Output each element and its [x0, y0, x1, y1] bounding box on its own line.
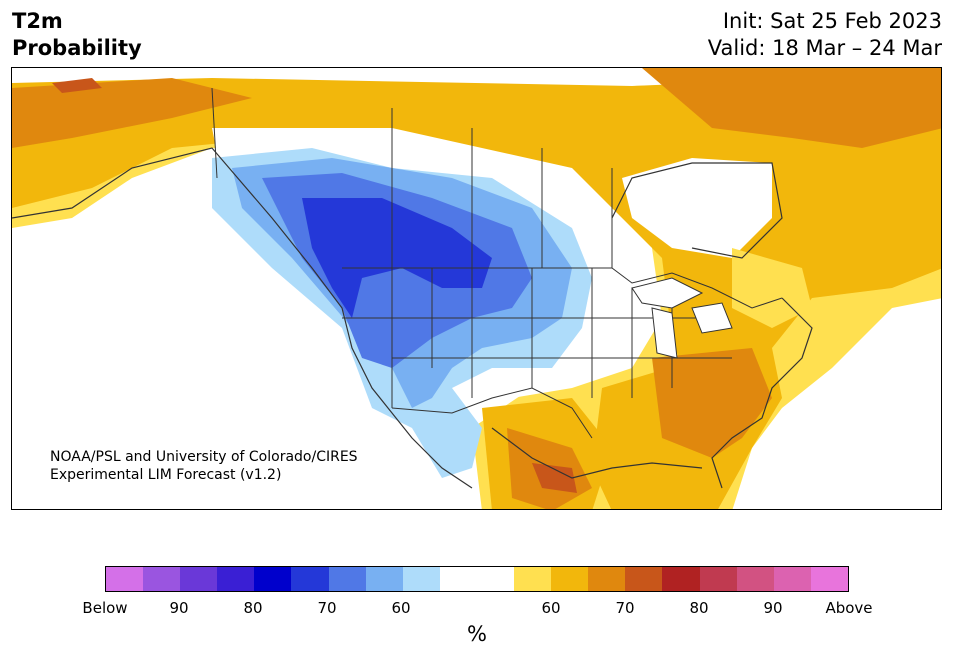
title-probability: Probability — [12, 36, 142, 60]
colorbar-segment — [365, 567, 403, 591]
colorbar-segment — [106, 567, 144, 591]
lake-superior — [631, 277, 704, 309]
colorbar-tick-label: 80 — [689, 599, 709, 617]
colorbar-segment — [773, 567, 811, 591]
warm-zone-orange-southeast — [652, 348, 772, 458]
boundaries — [211, 87, 783, 439]
colorbar-tick-label: Below — [82, 599, 128, 617]
colorbar-segment — [588, 567, 626, 591]
colorbar-segment — [662, 567, 700, 591]
colorbar-segment — [625, 567, 663, 591]
valid-range: Valid: 18 Mar – 24 Mar — [707, 36, 942, 60]
colorbar-segment — [402, 567, 440, 591]
colorbar-tick-label: 90 — [763, 599, 783, 617]
forecast-dates: Init: Sat 25 Feb 2023 Valid: 18 Mar – 24… — [708, 8, 942, 62]
credit-line-1: NOAA/PSL and University of Colorado/CIRE… — [50, 449, 358, 465]
colorbar-segment — [254, 567, 292, 591]
colorbar-segment — [328, 567, 366, 591]
colorbar-segment — [810, 567, 848, 591]
colorbar-tick-label: 70 — [615, 599, 635, 617]
colorbar — [105, 566, 849, 592]
warm-zone-orange-alaska — [12, 78, 252, 148]
cool-zone-dark-blue — [302, 198, 492, 318]
colorbar-segment — [180, 567, 218, 591]
colorbar-tick-label: 90 — [169, 599, 189, 617]
east-coast — [711, 297, 813, 489]
warm-zone-orange-arctic — [642, 68, 941, 148]
colorbar-segment — [514, 567, 552, 591]
colorbar-tick-label: 70 — [317, 599, 337, 617]
west-coast — [12, 147, 473, 489]
warm-zone-red-alaska — [52, 78, 102, 93]
province-lines — [391, 108, 613, 268]
colorbar-tick-label: 80 — [243, 599, 263, 617]
hudson-bay-coast — [611, 162, 783, 259]
colorbar-segment — [736, 567, 774, 591]
hudson-bay-water — [622, 158, 772, 258]
colorbar-segment — [699, 567, 737, 591]
warm-zone-red-mexico — [532, 463, 577, 493]
coastlines — [12, 147, 813, 489]
title-variable: T2m — [12, 9, 63, 33]
colorbar-tick-label: Above — [825, 599, 873, 617]
credit-line-2: Experimental LIM Forecast (v1.2) — [50, 467, 282, 483]
colorbar-segment — [439, 567, 477, 591]
gulf-coast — [491, 427, 703, 479]
colorbar-unit: % — [467, 622, 487, 646]
colorbar-segment — [476, 567, 515, 591]
lake-michigan — [651, 307, 678, 359]
credit-text: NOAA/PSL and University of Colorado/CIRE… — [50, 448, 358, 484]
colorbar-tick-label: 60 — [541, 599, 561, 617]
alaska-border — [211, 87, 218, 179]
colorbar-segment — [143, 567, 181, 591]
init-date: Init: Sat 25 Feb 2023 — [722, 9, 942, 33]
colorbar-tick-label: 60 — [391, 599, 411, 617]
map-svg — [12, 68, 941, 509]
probability-map: NOAA/PSL and University of Colorado/CIRE… — [11, 67, 942, 510]
colorbar-segment — [551, 567, 589, 591]
us-mexico-border — [391, 387, 593, 439]
colorbar-segment — [291, 567, 329, 591]
colorbar-segment — [217, 567, 255, 591]
lake-huron — [691, 302, 733, 334]
map-title: T2m Probability — [12, 8, 142, 62]
great-lakes — [631, 277, 733, 359]
